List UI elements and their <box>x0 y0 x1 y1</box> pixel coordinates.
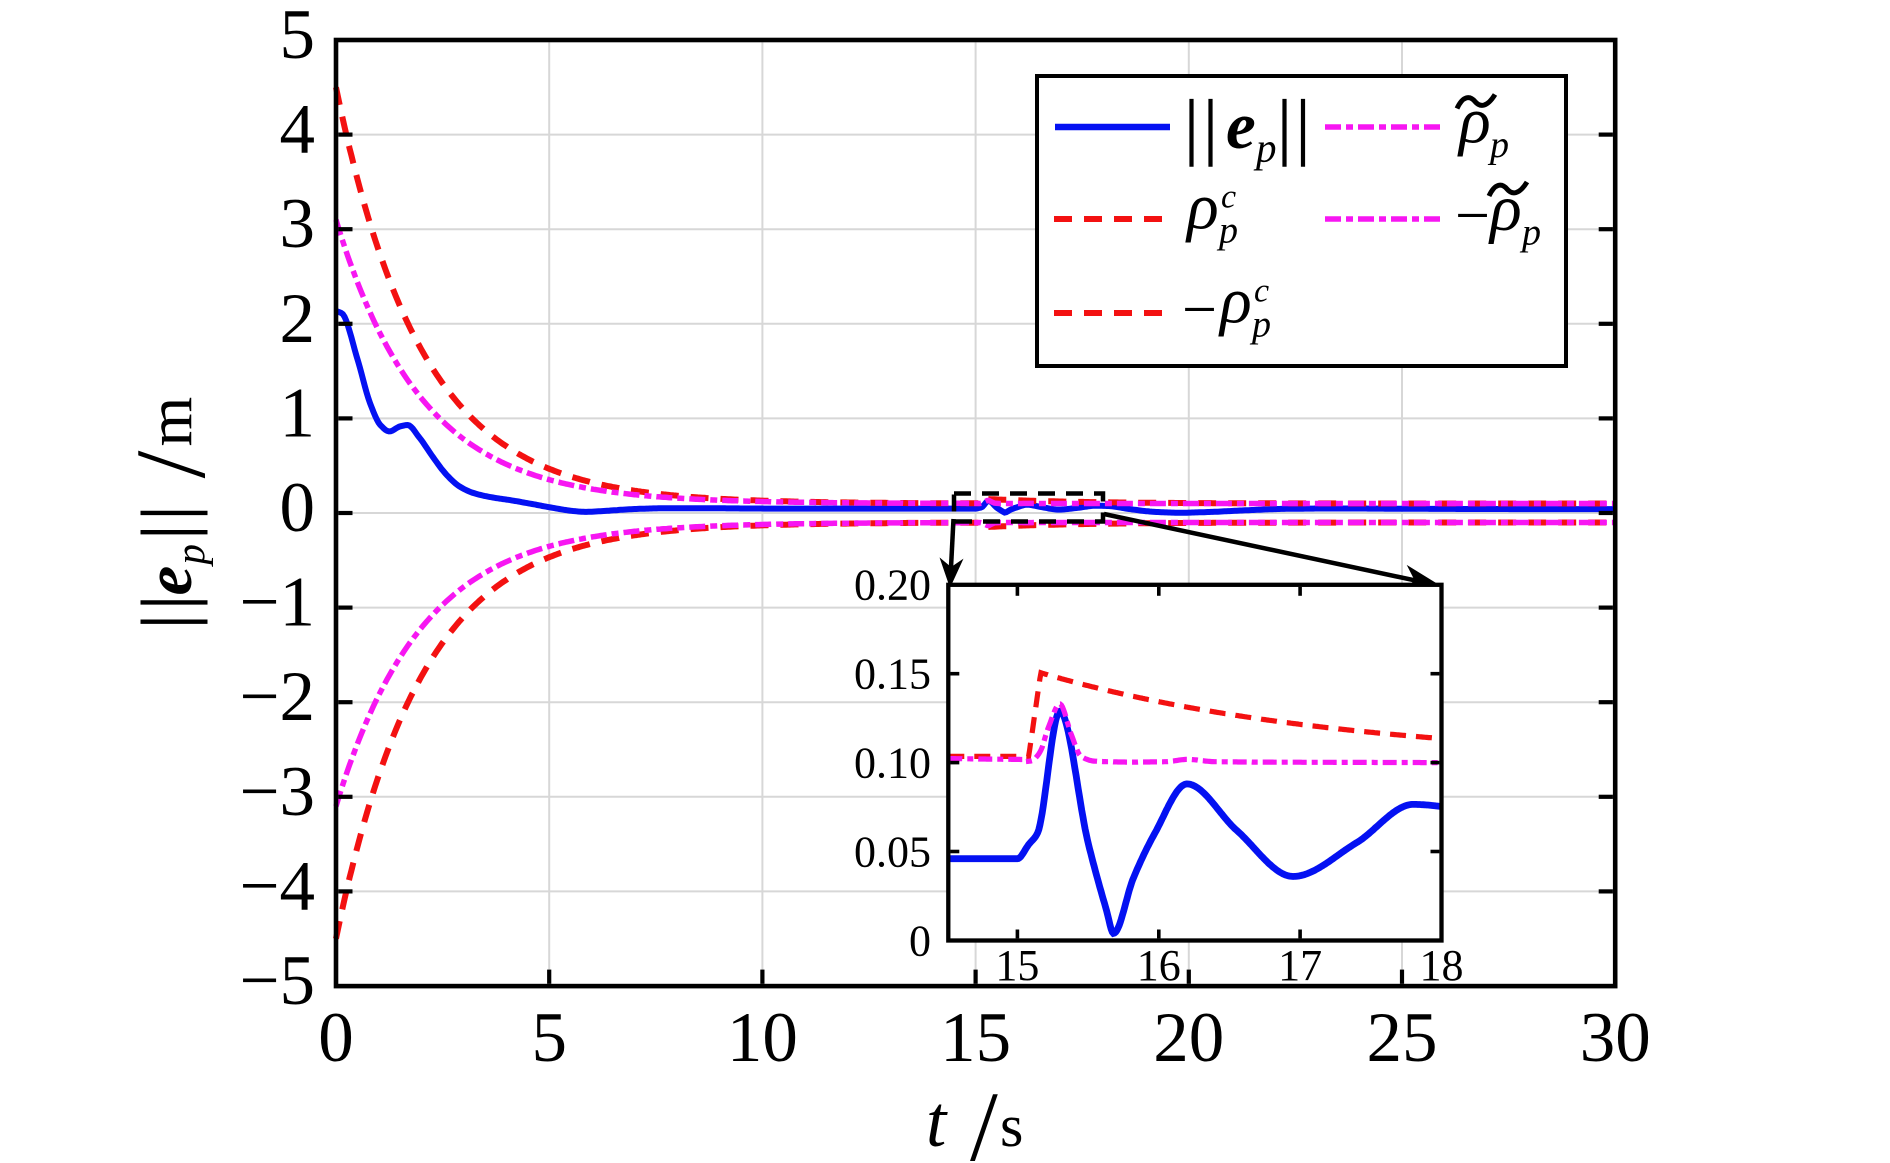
svg-text:p: p <box>1519 212 1541 254</box>
svg-text:30: 30 <box>1580 999 1651 1077</box>
svg-text:15: 15 <box>940 999 1011 1077</box>
svg-text:p: p <box>167 544 213 568</box>
svg-text:t: t <box>926 1081 948 1162</box>
svg-text:e: e <box>1226 89 1256 163</box>
svg-text:/: / <box>115 450 226 478</box>
svg-text:−4: −4 <box>239 847 315 925</box>
svg-text:−: − <box>1182 276 1217 344</box>
svg-text:1: 1 <box>280 374 316 452</box>
svg-text:4: 4 <box>280 91 316 169</box>
svg-text:2: 2 <box>280 280 316 358</box>
svg-text:10: 10 <box>727 999 798 1077</box>
svg-text:ρ: ρ <box>1185 171 1219 244</box>
svg-text:18: 18 <box>1420 941 1464 990</box>
svg-text:−5: −5 <box>239 942 315 1020</box>
svg-text:−2: −2 <box>239 658 315 736</box>
svg-text:p: p <box>1253 125 1277 171</box>
svg-text:0.20: 0.20 <box>854 561 931 610</box>
svg-text:m: m <box>134 397 205 447</box>
svg-text:25: 25 <box>1367 999 1438 1077</box>
svg-text:15: 15 <box>995 941 1039 990</box>
svg-text:0.05: 0.05 <box>854 828 931 877</box>
svg-text:5: 5 <box>531 999 567 1077</box>
svg-text:20: 20 <box>1153 999 1224 1077</box>
svg-text:/: / <box>970 1071 998 1163</box>
svg-text:e: e <box>132 566 206 596</box>
svg-text:0: 0 <box>909 917 931 966</box>
svg-text:c: c <box>1254 273 1269 310</box>
svg-text:17: 17 <box>1278 941 1322 990</box>
svg-text:5: 5 <box>280 0 316 74</box>
svg-text:ρ: ρ <box>1488 172 1522 245</box>
svg-text:16: 16 <box>1137 941 1181 990</box>
svg-text:3: 3 <box>280 185 316 263</box>
svg-text:−3: −3 <box>239 753 315 831</box>
svg-text:ρ: ρ <box>1218 265 1252 338</box>
svg-text:0: 0 <box>280 469 316 547</box>
svg-text:0: 0 <box>318 999 354 1077</box>
svg-text:ρ: ρ <box>1457 85 1491 158</box>
svg-text:0.15: 0.15 <box>854 650 931 699</box>
svg-text:s: s <box>1000 1093 1023 1159</box>
svg-text:c: c <box>1221 179 1236 216</box>
svg-text:p: p <box>1249 304 1271 346</box>
svg-text:−: − <box>1455 182 1490 250</box>
svg-text:p: p <box>1216 210 1238 252</box>
svg-text:−1: −1 <box>239 564 315 642</box>
svg-text:0.10: 0.10 <box>854 739 931 788</box>
svg-text:p: p <box>1487 124 1509 166</box>
